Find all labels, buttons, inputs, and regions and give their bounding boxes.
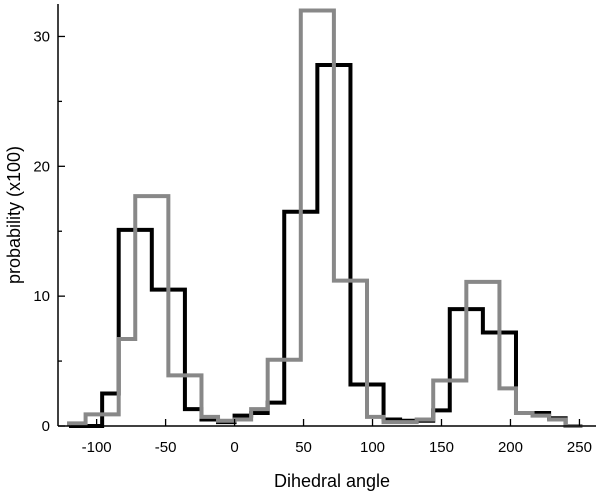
x-tick-label: -100 [82, 439, 112, 456]
y-tick-label: 20 [33, 158, 50, 175]
x-tick-label: 150 [429, 439, 454, 456]
x-axis-title: Dihedral angle [274, 471, 390, 491]
y-axis-title: probability (x100) [4, 146, 24, 284]
x-tick-label: -50 [155, 439, 177, 456]
series-gray-histogram [67, 8, 583, 428]
y-axis-ticks: 0 10 20 30 [33, 28, 65, 435]
x-tick-label: 50 [295, 439, 312, 456]
x-tick-label: 100 [360, 439, 385, 456]
x-tick-label: 200 [498, 439, 523, 456]
plot-area [67, 8, 583, 428]
x-tick-label: 250 [567, 439, 592, 456]
y-tick-label: 0 [42, 418, 50, 435]
y-tick-label: 30 [33, 28, 50, 45]
x-axis-ticks: -100 -50 0 50 100 150 200 250 [82, 419, 592, 456]
series-black-histogram [69, 63, 583, 428]
x-tick-label: 0 [230, 439, 238, 456]
y-tick-label: 10 [33, 288, 50, 305]
